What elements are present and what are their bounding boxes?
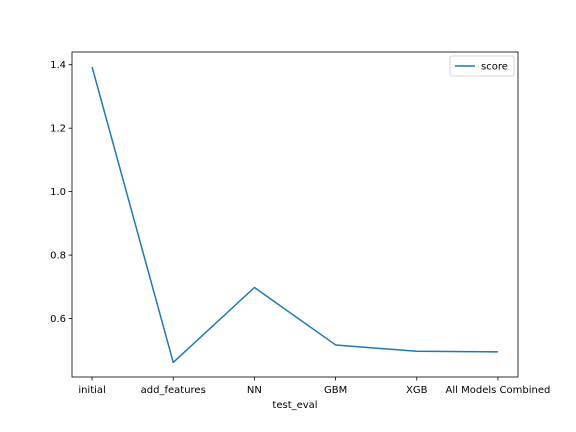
y-tick-label: 1.4: [50, 60, 66, 71]
y-axis-ticks: 0.6 0.8 1.0 1.2 1.4: [50, 60, 72, 325]
x-tick-label: GBM: [324, 385, 347, 396]
x-tick-label: All Models Combined: [446, 385, 551, 396]
y-tick-label: 0.8: [50, 251, 66, 262]
x-tick-label: NN: [247, 385, 262, 396]
x-axis-label: test_eval: [272, 400, 317, 411]
series-layer: [91, 66, 498, 364]
plot-area: [72, 52, 518, 377]
y-tick-label: 1.0: [50, 187, 66, 198]
y-tick-label: 0.6: [50, 314, 66, 325]
legend-box: [449, 55, 515, 77]
x-tick-label: add_features: [141, 385, 206, 396]
x-tick-label: XGB: [406, 385, 428, 396]
x-tick-label: initial: [78, 385, 106, 396]
x-axis-ticks: initial add_features NN GBM XGB All Models Co…: [78, 377, 550, 396]
y-tick-label: 1.2: [50, 124, 66, 135]
plot-frame: [71, 51, 519, 378]
series-line-score: [91, 66, 498, 364]
legend: score: [449, 55, 515, 77]
legend-label: score: [481, 62, 508, 73]
legend-entries: score: [455, 62, 508, 73]
